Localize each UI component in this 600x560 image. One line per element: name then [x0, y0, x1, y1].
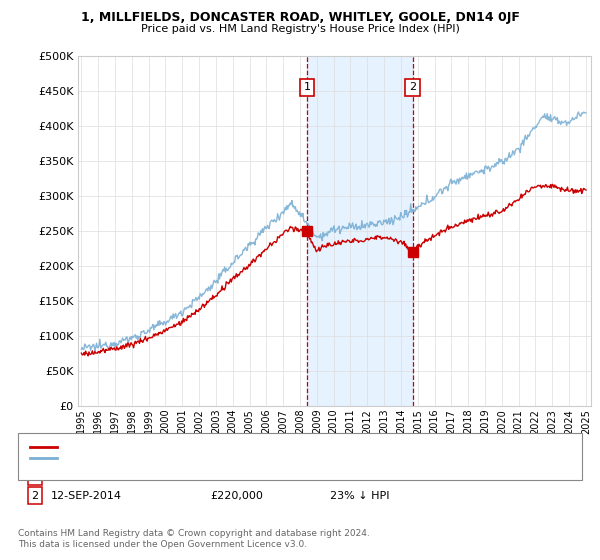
Text: 1, MILLFIELDS, DONCASTER ROAD, WHITLEY, GOOLE, DN14 0JF: 1, MILLFIELDS, DONCASTER ROAD, WHITLEY, …: [80, 11, 520, 24]
Text: 1: 1: [304, 82, 310, 92]
Text: Contains HM Land Registry data © Crown copyright and database right 2024.
This d: Contains HM Land Registry data © Crown c…: [18, 529, 370, 549]
Text: 30-MAY-2008: 30-MAY-2008: [51, 472, 123, 482]
Text: 2: 2: [31, 491, 38, 501]
Text: 1, MILLFIELDS, DONCASTER ROAD, WHITLEY, GOOLE, DN14 0JF (detached house): 1, MILLFIELDS, DONCASTER ROAD, WHITLEY, …: [60, 442, 482, 452]
Text: 1: 1: [31, 472, 38, 482]
Text: 12-SEP-2014: 12-SEP-2014: [51, 491, 122, 501]
Text: Price paid vs. HM Land Registry's House Price Index (HPI): Price paid vs. HM Land Registry's House …: [140, 24, 460, 34]
Text: HPI: Average price, detached house, North Yorkshire: HPI: Average price, detached house, Nort…: [60, 452, 333, 463]
Text: £250,000: £250,000: [210, 472, 263, 482]
Text: £220,000: £220,000: [210, 491, 263, 501]
Text: 2: 2: [409, 82, 416, 92]
Bar: [307, 56, 413, 406]
Text: 23% ↓ HPI: 23% ↓ HPI: [330, 491, 389, 501]
Text: 11% ↓ HPI: 11% ↓ HPI: [330, 472, 389, 482]
